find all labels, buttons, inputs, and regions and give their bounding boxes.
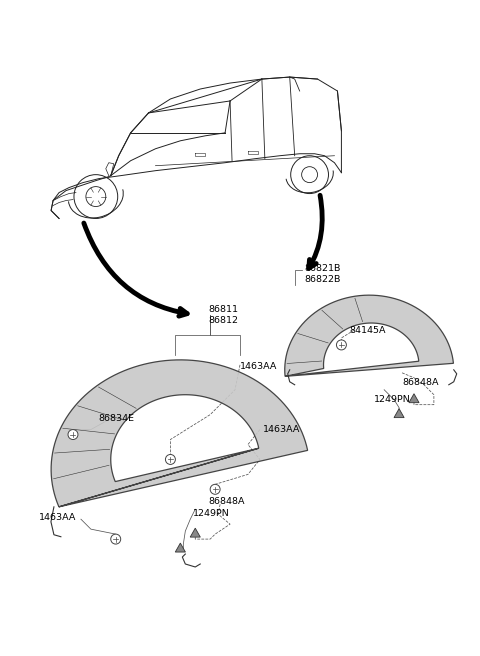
Text: 1249PN: 1249PN: [374, 395, 411, 403]
Text: 86834E: 86834E: [99, 414, 135, 422]
Text: 1463AA: 1463AA: [263, 424, 300, 434]
Polygon shape: [394, 409, 404, 418]
Text: 86822B: 86822B: [305, 276, 341, 284]
Circle shape: [210, 484, 220, 494]
Polygon shape: [190, 528, 200, 537]
Circle shape: [68, 430, 78, 440]
Text: 86821B: 86821B: [305, 264, 341, 274]
Polygon shape: [175, 543, 185, 552]
Text: 86848A: 86848A: [402, 378, 439, 387]
Polygon shape: [285, 295, 454, 377]
Text: 1463AA: 1463AA: [240, 362, 277, 371]
Polygon shape: [51, 360, 308, 507]
Text: 86811: 86811: [208, 305, 238, 314]
Text: 84145A: 84145A: [349, 326, 386, 335]
Circle shape: [166, 455, 175, 464]
Text: 1249PN: 1249PN: [193, 509, 230, 518]
Circle shape: [336, 340, 347, 350]
Polygon shape: [409, 394, 419, 403]
Text: 86848A: 86848A: [208, 497, 245, 506]
Text: 86812: 86812: [208, 316, 238, 325]
Text: 1463AA: 1463AA: [39, 513, 76, 522]
Circle shape: [111, 534, 120, 544]
